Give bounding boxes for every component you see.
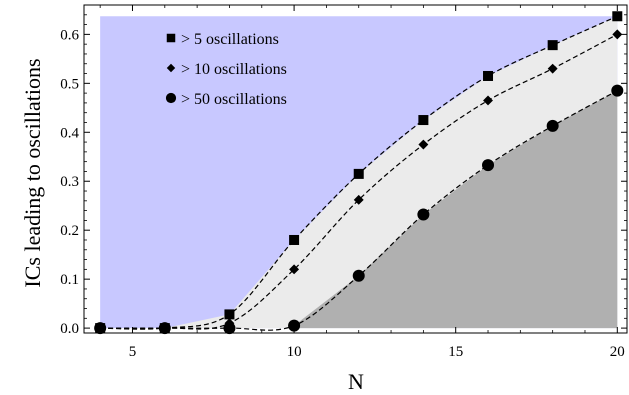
- data-point: [353, 194, 364, 205]
- data-point: [547, 63, 558, 74]
- data-point: [158, 322, 171, 335]
- data-point: [289, 264, 300, 275]
- data-point: [612, 29, 623, 40]
- data-point: [482, 159, 495, 172]
- legend-marker-diamond: [166, 63, 176, 73]
- data-point: [352, 269, 365, 282]
- axis-ticks: 5 10 15 20 0.0 0.1 0.2 0.3 0.4 0.5 0.6: [60, 5, 627, 360]
- y-tick-label: 0.2: [60, 223, 79, 239]
- x-tick-label: 10: [287, 344, 302, 360]
- data-point: [546, 119, 559, 132]
- data-point: [611, 84, 624, 97]
- plot-frame: [83, 4, 628, 334]
- data-point: [418, 115, 429, 126]
- legend-label: > 10 oscillations: [181, 61, 287, 78]
- data-point: [483, 95, 493, 106]
- fill-under-50-series: [294, 90, 618, 329]
- x-tick-label: 15: [448, 344, 463, 360]
- x-tick-label: 5: [129, 344, 137, 360]
- legend-marker-square: [166, 33, 176, 43]
- x-axis-label: N: [348, 369, 364, 394]
- y-tick-label: 0.0: [60, 321, 79, 337]
- y-tick-label: 0.1: [60, 272, 79, 288]
- y-tick-label: 0.6: [60, 27, 79, 43]
- data-point: [289, 234, 300, 245]
- legend-marker-circle: [165, 92, 177, 104]
- data-point: [417, 208, 430, 221]
- data-point: [418, 139, 429, 150]
- data-point: [547, 40, 558, 51]
- data-point: [223, 322, 236, 335]
- series-markers: [94, 11, 624, 335]
- y-tick-label: 0.4: [60, 125, 79, 141]
- data-point: [353, 168, 364, 179]
- y-axis-label: ICs leading to oscillations: [20, 58, 45, 287]
- data-point: [288, 319, 301, 332]
- data-point: [94, 322, 107, 335]
- legend-label: > 50 oscillations: [181, 91, 287, 108]
- plot-border: [83, 4, 628, 334]
- y-tick-label: 0.3: [60, 174, 79, 190]
- data-point: [612, 11, 623, 22]
- legend: > 5 oscillations > 10 oscillations > 50 os…: [165, 31, 287, 108]
- data-point: [483, 70, 494, 81]
- y-tick-label: 0.5: [60, 76, 79, 92]
- data-point: [224, 309, 235, 320]
- legend-label: > 5 oscillations: [181, 31, 279, 48]
- x-tick-label: 20: [610, 344, 625, 360]
